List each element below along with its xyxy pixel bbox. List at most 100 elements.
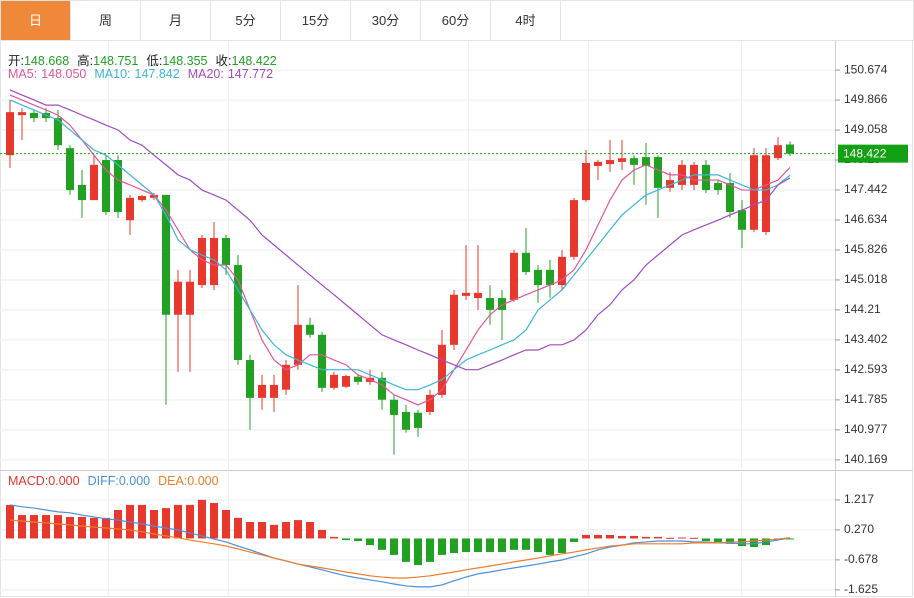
candle-body — [186, 281, 194, 315]
candle-body — [150, 194, 158, 198]
candle-body — [474, 292, 482, 299]
candle-body — [6, 112, 14, 156]
macd-bar — [18, 515, 26, 539]
candle-body — [570, 200, 578, 257]
candle-body — [234, 265, 242, 361]
last-price-label: 148.422 — [843, 146, 887, 160]
candle-body — [318, 334, 326, 388]
indicator-line — [9, 94, 791, 406]
macd-bar — [150, 509, 158, 539]
macd-bar — [654, 536, 662, 539]
candle-body — [786, 144, 794, 154]
candle-body — [342, 375, 350, 387]
macd-bar — [690, 537, 698, 539]
candle-body — [546, 269, 554, 286]
y-tick-label: 147.442 — [844, 182, 888, 196]
y-tick-label: -1.625 — [844, 582, 878, 596]
candle-body — [714, 183, 722, 191]
macd-bar — [750, 538, 758, 547]
y-tick-label: 149.058 — [844, 122, 888, 136]
macd-bar — [522, 538, 530, 550]
candle-body — [522, 252, 530, 273]
y-tick-label: 149.866 — [844, 92, 888, 106]
candle-body — [534, 269, 542, 286]
macd-bar — [306, 522, 314, 539]
candle-body — [486, 298, 494, 310]
macd-bar — [318, 529, 326, 539]
candle-body — [138, 196, 146, 201]
legend-name: MA20: — [187, 67, 224, 81]
macd-bar — [90, 517, 98, 539]
candle-body — [738, 210, 746, 230]
y-tick-label: 0.270 — [844, 522, 874, 536]
ohlc-value: 148.751 — [93, 54, 139, 68]
period-tab[interactable]: 15分 — [281, 1, 351, 40]
candle-body — [450, 294, 458, 345]
candle-body — [66, 148, 74, 191]
candle-body — [762, 155, 770, 233]
period-tab[interactable]: 4时 — [491, 1, 561, 40]
candle-body — [258, 384, 266, 398]
candle-body — [426, 394, 434, 412]
macd-bar — [414, 538, 422, 566]
candle-body — [90, 164, 98, 201]
legend-value: 0.000 — [48, 474, 80, 488]
legend-name: DEA: — [158, 474, 188, 488]
y-tick-label: 142.593 — [844, 362, 888, 376]
macd-bar — [642, 536, 650, 539]
candle-body — [558, 256, 566, 286]
macd-bar — [786, 538, 794, 540]
y-tick-label: 143.402 — [844, 332, 888, 346]
period-tab[interactable]: 60分 — [421, 1, 491, 40]
macd-bar — [618, 535, 626, 539]
macd-bar — [366, 538, 374, 546]
last-price-box — [838, 144, 908, 163]
y-tick-label: -0.678 — [844, 552, 878, 566]
ohlc-header: 开:148.668 高:148.751 低:148.355 收:148.422 — [8, 50, 285, 69]
candle-body — [198, 237, 206, 286]
candle-body — [702, 164, 710, 191]
candle-body — [222, 237, 230, 266]
ohlc-label: 开: — [8, 54, 24, 68]
ohlc-value: 148.668 — [23, 54, 70, 68]
macd-bar — [402, 538, 410, 562]
macd-bar — [594, 534, 602, 539]
macd-bar — [534, 538, 542, 553]
candle-body — [210, 237, 218, 286]
candle-body — [654, 157, 662, 188]
candle-body — [402, 411, 410, 430]
macd-bar — [138, 504, 146, 539]
macd-bar — [186, 504, 194, 539]
candle-body — [606, 160, 614, 165]
macd-bar — [630, 535, 638, 539]
candle-body — [282, 364, 290, 390]
period-tab[interactable]: 5分 — [211, 1, 281, 40]
macd-bar — [486, 538, 494, 553]
y-tick-label: 145.018 — [844, 272, 888, 286]
macd-bar — [222, 509, 230, 539]
y-tick-label: 1.217 — [844, 492, 874, 506]
macd-bar — [162, 508, 170, 539]
candle-body — [54, 118, 62, 146]
candle-body — [126, 197, 134, 221]
macd-legend: MACD:0.000 DIFF:0.000 DEA:0.000 — [8, 474, 227, 488]
period-tab[interactable]: 月 — [141, 1, 211, 40]
macd-bar — [726, 538, 734, 544]
candle-body — [174, 281, 182, 315]
macd-bar — [378, 538, 386, 550]
period-tab[interactable]: 30分 — [351, 1, 421, 40]
period-tab[interactable]: 日 — [1, 1, 71, 40]
candle-body — [114, 160, 122, 212]
y-tick-label: 146.634 — [844, 212, 888, 226]
period-tab[interactable]: 周 — [71, 1, 141, 40]
candle-body — [330, 374, 338, 388]
candle-body — [438, 344, 446, 395]
macd-bar — [294, 520, 302, 539]
macd-bar — [198, 499, 206, 539]
candle-body — [354, 376, 362, 382]
macd-bar — [678, 537, 686, 539]
macd-bar — [330, 536, 338, 539]
candle-body — [630, 158, 638, 165]
